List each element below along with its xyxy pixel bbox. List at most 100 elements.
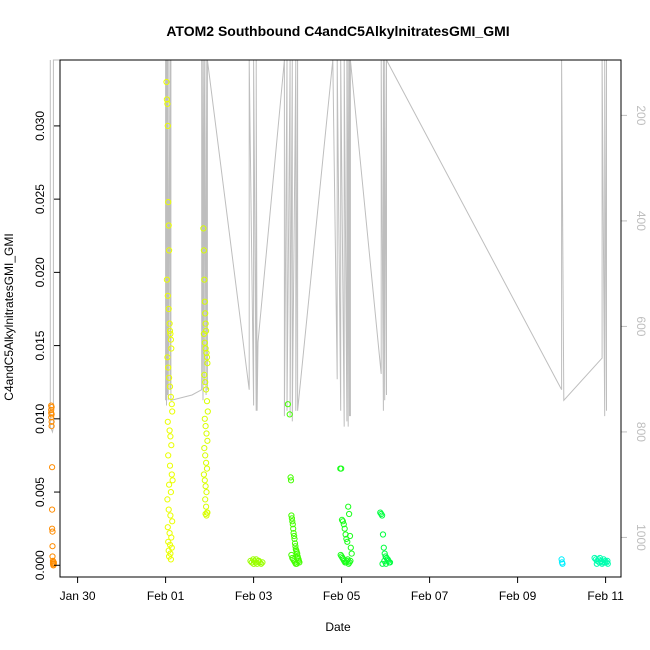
data-point: [48, 418, 55, 425]
x-tick-label: Feb 07: [411, 589, 449, 603]
data-point: [202, 310, 209, 317]
data-point: [202, 379, 209, 386]
data-point: [291, 535, 298, 543]
data-point: [202, 345, 209, 352]
data-point: [202, 423, 209, 430]
data-point: [168, 534, 175, 541]
data-point: [384, 556, 391, 563]
x-tick-label: Feb 03: [235, 589, 273, 603]
data-point: [339, 518, 346, 525]
data-point: [604, 560, 611, 567]
data-point: [286, 411, 293, 418]
data-point: [380, 544, 387, 551]
data-point: [200, 247, 207, 254]
y-tick-label: 0.030: [33, 111, 47, 141]
data-point: [203, 465, 211, 472]
data-point: [166, 462, 174, 469]
data-point: [259, 559, 266, 566]
data-point: [203, 430, 210, 437]
data-point: [202, 452, 209, 459]
data-point: [341, 525, 348, 532]
data-point: [167, 550, 174, 557]
data-point: [344, 538, 351, 545]
data-point: [166, 320, 173, 327]
data-point: [164, 496, 171, 503]
data-point: [284, 401, 291, 408]
data-point: [289, 521, 296, 528]
chart-title: ATOM2 Southbound C4andC5AlkylnitratesGMI…: [166, 23, 509, 39]
data-point: [164, 292, 171, 299]
data-point: [604, 557, 611, 565]
data-point: [348, 550, 355, 557]
x-tick-label: Feb 01: [147, 589, 185, 603]
data-point: [338, 465, 345, 472]
data-point: [164, 524, 171, 531]
y-tick-label: 0.000: [33, 550, 47, 580]
data-point: [203, 386, 210, 393]
data-point: [203, 512, 210, 519]
data-point: [200, 225, 207, 232]
points-group: [48, 78, 611, 569]
data-point: [48, 414, 55, 421]
data-point: [200, 330, 207, 337]
data-point: [293, 560, 300, 567]
data-point: [288, 512, 295, 519]
data-point: [48, 423, 55, 430]
data-point: [167, 330, 174, 337]
x-tick-label: Feb 11: [587, 589, 624, 603]
data-point: [291, 540, 299, 547]
y-tick-label: 0.010: [33, 403, 47, 433]
data-point: [287, 477, 295, 484]
data-point: [48, 411, 55, 418]
data-point: [292, 543, 299, 550]
secondary-line: [49, 59, 607, 434]
data-point: [166, 481, 173, 488]
data-point: [49, 543, 56, 550]
data-point: [164, 122, 171, 130]
data-point: [167, 512, 174, 519]
y-tick-label: 0.015: [33, 330, 47, 360]
data-point: [204, 437, 211, 444]
data-point: [202, 496, 209, 503]
x-axis-label: Date: [325, 620, 351, 634]
data-point: [379, 512, 386, 519]
data-point: [290, 530, 297, 537]
x-axis: Jan 30 Feb 01 Feb 03 Feb 05 Feb 07 Feb 09 Feb …: [60, 577, 624, 603]
data-point: [288, 515, 295, 522]
data-point: [167, 556, 174, 563]
data-point: [559, 560, 566, 567]
y2-tick-label: 400: [634, 211, 648, 231]
data-point: [50, 559, 57, 566]
data-point: [167, 433, 174, 440]
x-tick-label: Feb 05: [323, 589, 361, 603]
data-point: [345, 503, 352, 510]
data-point: [201, 276, 208, 283]
data-point: [165, 305, 172, 313]
data-point: [169, 518, 176, 525]
data-point: [164, 100, 171, 108]
data-point: [167, 489, 174, 496]
y-axis-label: C4andC5AlkylnitratesGMI_GMI: [2, 233, 16, 400]
data-point: [201, 371, 208, 378]
data-point: [201, 339, 208, 346]
data-point: [347, 557, 354, 565]
secondary-line-group: [49, 59, 607, 434]
data-point: [48, 404, 55, 411]
data-point: [49, 506, 56, 513]
data-point: [168, 471, 175, 478]
data-point: [201, 298, 208, 305]
y-tick-label: 0.005: [33, 477, 47, 507]
data-point: [290, 525, 297, 532]
data-point: [168, 401, 175, 408]
data-point: [49, 464, 56, 471]
data-point: [48, 406, 55, 414]
y2-tick-label: 200: [634, 105, 648, 125]
data-point: [202, 320, 209, 327]
data-point: [203, 354, 211, 361]
data-point: [200, 471, 207, 478]
data-point: [165, 506, 172, 513]
x-tick-label: Feb 09: [499, 589, 537, 603]
data-point: [163, 96, 170, 103]
y-axis: 0.000 0.005 0.010 0.015 0.020 0.025 0.030: [33, 111, 60, 580]
